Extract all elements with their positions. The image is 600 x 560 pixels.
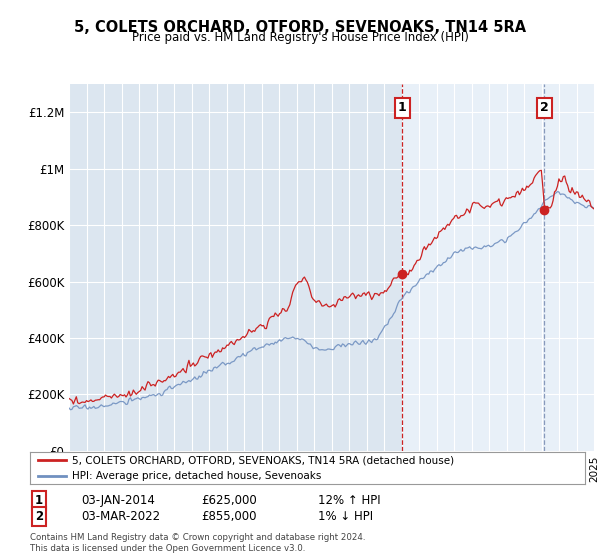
Text: 5, COLETS ORCHARD, OTFORD, SEVENOAKS, TN14 5RA: 5, COLETS ORCHARD, OTFORD, SEVENOAKS, TN… [74, 20, 526, 35]
Text: 1: 1 [35, 493, 43, 507]
Text: 03-JAN-2014: 03-JAN-2014 [81, 493, 155, 507]
Text: £625,000: £625,000 [201, 493, 257, 507]
Bar [402, 84, 594, 451]
Text: Price paid vs. HM Land Registry's House Price Index (HPI): Price paid vs. HM Land Registry's House … [131, 31, 469, 44]
Text: 2: 2 [540, 101, 549, 114]
Text: 1: 1 [398, 101, 407, 114]
Text: HPI: Average price, detached house, Sevenoaks: HPI: Average price, detached house, Seve… [71, 471, 321, 481]
Text: 5, COLETS ORCHARD, OTFORD, SEVENOAKS, TN14 5RA (detached house): 5, COLETS ORCHARD, OTFORD, SEVENOAKS, TN… [71, 455, 454, 465]
Text: £855,000: £855,000 [201, 510, 257, 523]
Text: 2: 2 [35, 510, 43, 523]
Text: Contains HM Land Registry data © Crown copyright and database right 2024.
This d: Contains HM Land Registry data © Crown c… [30, 533, 365, 553]
Text: 12% ↑ HPI: 12% ↑ HPI [318, 493, 380, 507]
Text: 03-MAR-2022: 03-MAR-2022 [81, 510, 160, 523]
Text: 1% ↓ HPI: 1% ↓ HPI [318, 510, 373, 523]
